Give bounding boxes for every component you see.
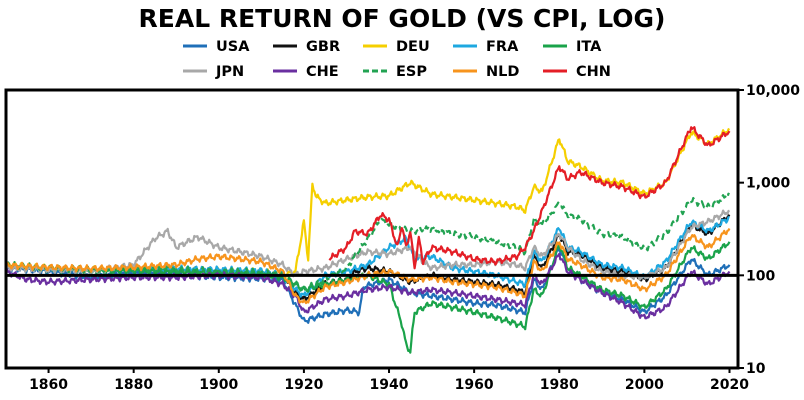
legend-label-usa: USA: [216, 39, 250, 55]
chart-legend: USA GBR DEU FRA ITA JPN CHE ESP NLD CHN: [183, 39, 611, 80]
x-axis: 1860 1880 1900 1920 1940 1960 1980 2000 2020: [29, 368, 749, 393]
x-tick-label-1920: 1920: [284, 377, 323, 393]
series-line-usa: [4, 246, 731, 324]
y-tick-label-100: 100: [746, 268, 775, 284]
series-line-chn: [328, 126, 731, 270]
x-tick-label-1860: 1860: [29, 377, 68, 393]
legend-label-gbr: GBR: [306, 39, 340, 55]
x-tick-label-1940: 1940: [370, 377, 409, 393]
series-line-jpn: [5, 209, 730, 281]
plot-area: [4, 88, 740, 370]
y-axis: 10 100 1,000 10,000: [738, 83, 800, 377]
series-line-deu: [5, 127, 730, 279]
series-line-che: [5, 252, 731, 320]
legend-label-ita: ITA: [576, 39, 602, 55]
legend-label-chn: CHN: [576, 64, 611, 80]
legend-label-esp: ESP: [396, 64, 427, 80]
legend-label-jpn: JPN: [215, 64, 244, 80]
chart-title: REAL RETURN OF GOLD (VS CPI, LOG): [139, 4, 666, 33]
series-layer: [4, 126, 731, 354]
legend-label-nld: NLD: [486, 64, 519, 80]
x-tick-label-2000: 2000: [625, 377, 664, 393]
x-tick-label-2020: 2020: [710, 377, 749, 393]
legend-label-che: CHE: [306, 64, 339, 80]
y-tick-label-10: 10: [746, 361, 766, 377]
y-tick-label-1-000: 1,000: [746, 176, 791, 192]
x-tick-label-1980: 1980: [540, 377, 579, 393]
plot-frame: [4, 88, 740, 370]
legend-label-fra: FRA: [486, 39, 519, 55]
x-tick-label-1960: 1960: [455, 377, 494, 393]
x-tick-label-1880: 1880: [114, 377, 153, 393]
legend-label-deu: DEU: [396, 39, 430, 55]
x-tick-label-1900: 1900: [199, 377, 238, 393]
y-tick-label-10-000: 10,000: [746, 83, 800, 99]
